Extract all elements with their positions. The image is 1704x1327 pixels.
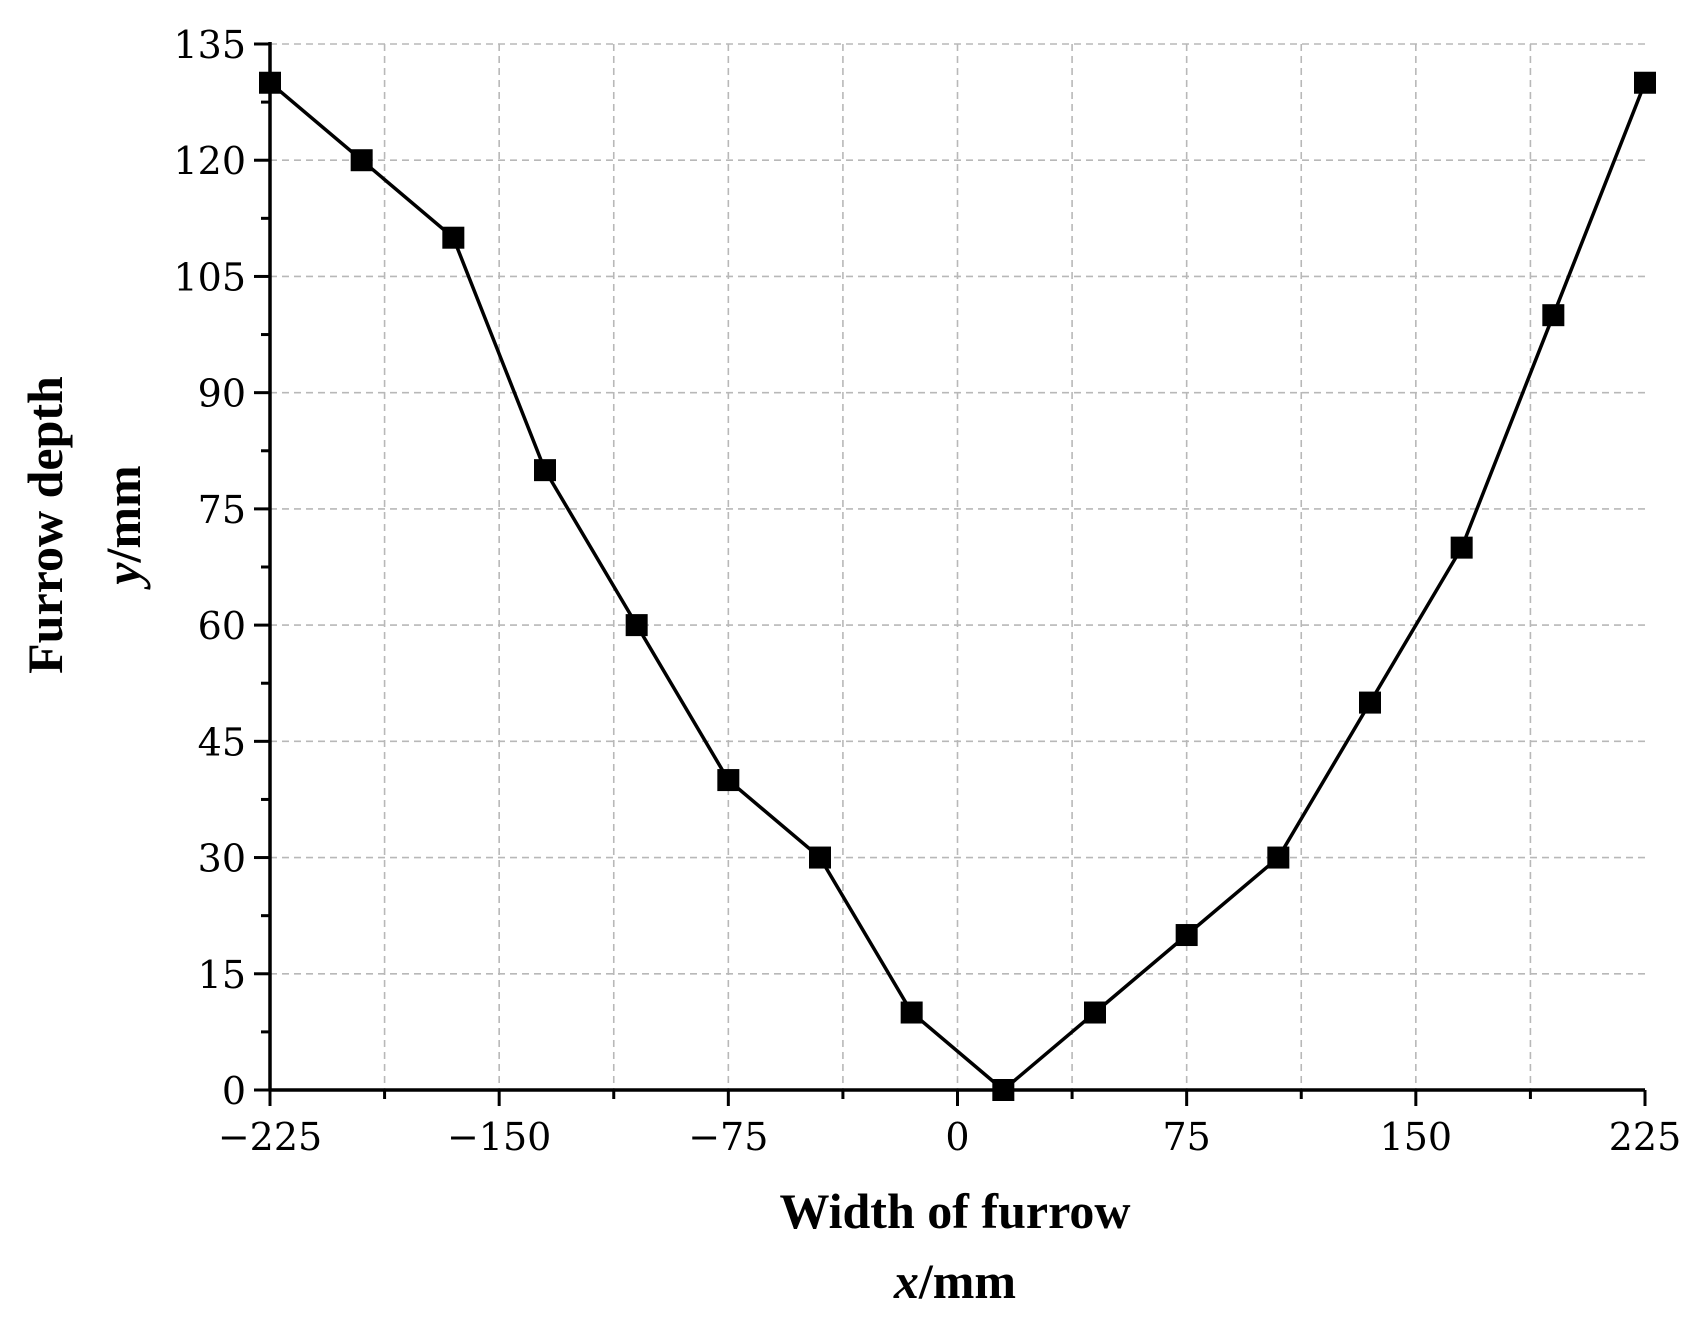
data-point-marker — [1267, 846, 1290, 869]
x-tick-label: 75 — [1162, 1115, 1210, 1159]
x-tick-label: −225 — [218, 1115, 322, 1159]
y-tick-label: 75 — [198, 488, 246, 532]
data-point-marker — [1542, 304, 1565, 327]
data-point-marker — [1634, 71, 1656, 94]
x-axis-unit: x/mm — [893, 1253, 1016, 1309]
y-tick-label: 45 — [198, 720, 246, 764]
series-line — [268, 81, 1647, 1092]
series — [268, 81, 1647, 1092]
x-tick-label: −75 — [688, 1115, 768, 1159]
y-axis-unit-var: y — [95, 562, 151, 590]
data-point-marker — [992, 1079, 1015, 1101]
y-axis-unit: y/mm — [95, 465, 151, 589]
markers — [259, 71, 1656, 1101]
x-axis-unit-rest: /mm — [918, 1253, 1016, 1309]
data-point-marker — [900, 1001, 923, 1024]
data-point-marker — [1359, 691, 1381, 714]
x-tick-label: −150 — [447, 1115, 551, 1159]
data-point-marker — [1175, 924, 1198, 947]
grid — [270, 43, 1645, 1090]
x-tick-label: 225 — [1609, 1115, 1682, 1159]
y-tick-label: 0 — [222, 1069, 246, 1113]
y-axis-title: Furrow depth — [17, 376, 73, 674]
y-tick-label: 105 — [173, 255, 246, 299]
data-point-marker — [534, 459, 556, 482]
y-tick-label: 15 — [198, 953, 246, 997]
data-point-marker — [442, 226, 465, 249]
data-point-marker — [717, 769, 740, 792]
data-point-marker — [1084, 1001, 1106, 1024]
x-tick-label: 0 — [945, 1115, 969, 1159]
y-tick-label: 120 — [173, 139, 246, 183]
y-ticks: 0 15 30 45 60 75 90 105 120 135 — [173, 23, 270, 1113]
data-point-marker — [809, 846, 831, 869]
x-tick-label: 150 — [1380, 1115, 1453, 1159]
data-point-marker — [350, 149, 373, 172]
data-point-marker — [259, 71, 281, 94]
y-tick-label: 135 — [173, 23, 246, 67]
y-tick-label: 60 — [198, 604, 246, 648]
x-ticks: −225 −150 −75 0 75 150 225 — [218, 1090, 1681, 1159]
data-point-marker — [625, 614, 648, 637]
y-axis-unit-rest: /mm — [95, 465, 151, 563]
x-axis-unit-var: x — [893, 1253, 919, 1309]
x-axis-title: Width of furrow — [780, 1183, 1131, 1239]
y-tick-label: 30 — [198, 837, 246, 881]
y-tick-label: 90 — [198, 372, 246, 416]
data-point-marker — [1450, 536, 1473, 559]
